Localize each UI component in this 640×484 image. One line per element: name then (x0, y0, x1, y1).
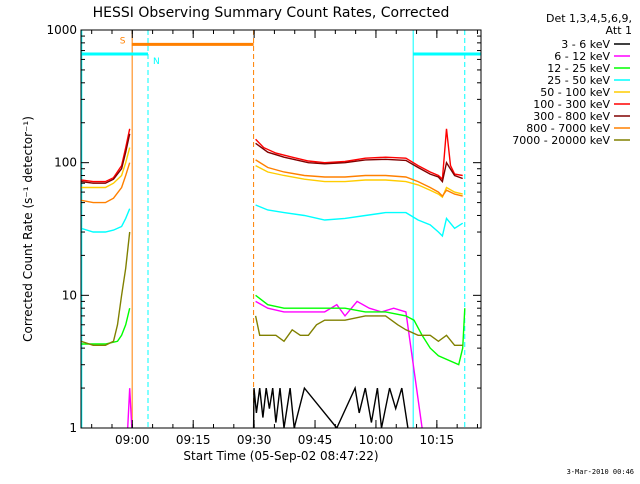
y-tick-label-0: 1 (69, 421, 77, 435)
y-tick-label-2: 100 (54, 156, 77, 170)
plot-area: SN (81, 30, 481, 428)
annotation-label-1: N (153, 57, 160, 67)
series-line-1-seg-1 (255, 300, 423, 428)
x-tick-label-2: 09:30 (237, 433, 272, 447)
axes: 1 10 100 1000 09:00 09:15 09:30 09:45 10:00 10:15… (21, 5, 482, 463)
series-line-6-seg-0 (81, 133, 131, 184)
series-line-5-seg-0 (81, 128, 131, 183)
series-line-8-seg-1 (254, 315, 463, 346)
legend-label-4: 50 - 100 keV (540, 86, 610, 99)
series-line-8-seg-0 (81, 231, 131, 346)
legend-header-1: Att 1 (606, 24, 632, 37)
series-line-6-seg-1 (255, 142, 463, 184)
plot-frame (80, 29, 482, 429)
x-tick-label-1: 09:15 (176, 433, 211, 447)
y-tick-label-3: 1000 (46, 23, 77, 37)
series-line-1-seg-0 (127, 388, 133, 428)
series-line-5-seg-1 (255, 128, 463, 181)
footer-timestamp: 3-Mar-2010 00:46 (566, 468, 634, 476)
legend-label-5: 100 - 300 keV (533, 98, 610, 111)
series-line-3-seg-0 (81, 208, 131, 233)
legend-label-1: 6 - 12 keV (554, 50, 610, 63)
series-line-2-seg-1 (255, 294, 466, 366)
series-line-4-seg-1 (255, 164, 463, 199)
chart-title: HESSI Observing Summary Count Rates, Cor… (93, 5, 450, 21)
series-line-0-seg-0 (252, 385, 409, 428)
legend-label-7: 800 - 7000 keV (526, 122, 610, 135)
series-line-7-seg-1 (255, 159, 463, 198)
legend-label-3: 25 - 50 keV (547, 74, 610, 87)
legend-header-0: Det 1,3,4,5,6,9, (546, 12, 632, 25)
legend-label-8: 7000 - 20000 keV (512, 134, 610, 147)
x-tick-label-0: 09:00 (115, 433, 150, 447)
series-line-7-seg-0 (81, 162, 131, 204)
x-axis-label: Start Time (05-Sep-02 08:47:22) (183, 449, 378, 463)
annotation-label-0: S (120, 36, 126, 46)
x-tick-label-4: 10:00 (359, 433, 394, 447)
x-tick-label-5: 10:15 (420, 433, 455, 447)
series-line-2-seg-0 (81, 308, 131, 345)
legend-label-6: 300 - 800 keV (533, 110, 610, 123)
y-axis-label: Corrected Count Rate (s⁻¹ detector⁻¹) (21, 116, 35, 342)
y-tick-label-1: 10 (62, 288, 77, 302)
legend-label-2: 12 - 25 keV (547, 62, 610, 75)
series-line-4-seg-0 (81, 147, 131, 189)
series-line-3-seg-1 (255, 204, 464, 238)
x-tick-label-3: 09:45 (298, 433, 333, 447)
legend-label-0: 3 - 6 keV (561, 38, 610, 51)
